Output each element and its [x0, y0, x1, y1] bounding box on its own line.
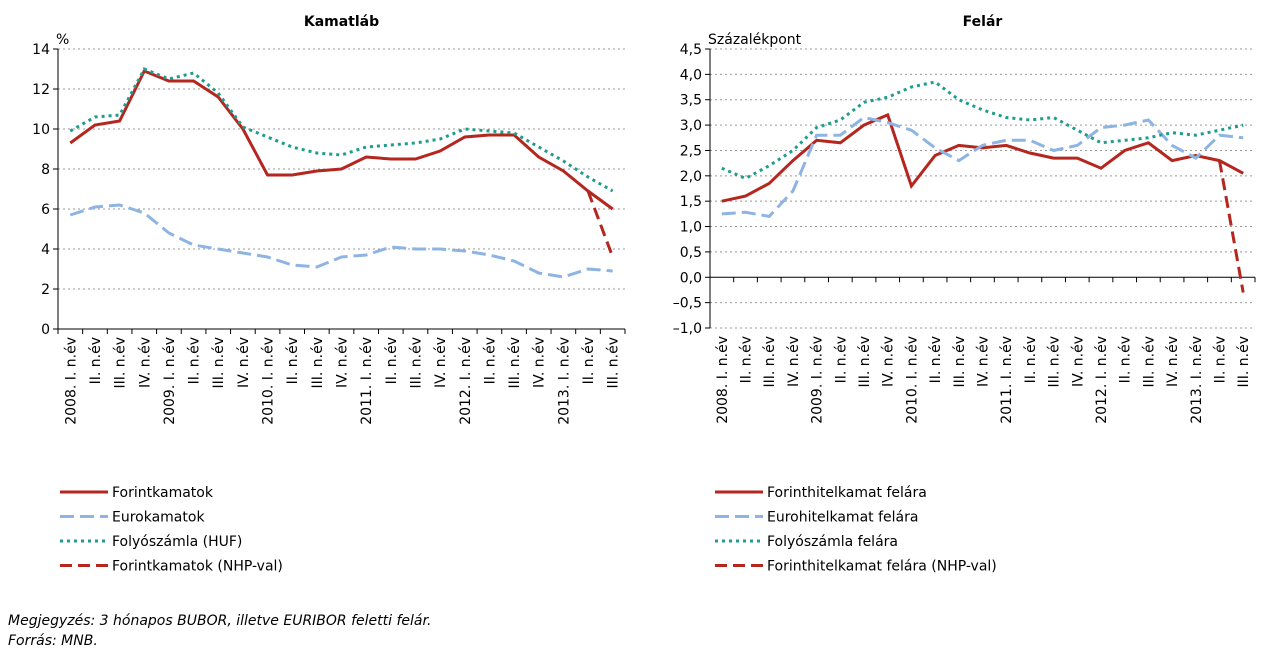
- y-tick-label: 4,5: [680, 42, 702, 58]
- x-tick-label: II. n.év: [482, 337, 498, 384]
- x-tick-label: III. n.év: [1236, 336, 1252, 388]
- x-tick-label: 2011. I. n.év: [359, 337, 375, 425]
- x-tick-label: III. n.év: [606, 337, 622, 389]
- y-tick-label: 4: [41, 242, 50, 258]
- x-tick-label: 2013. I. n.év: [1189, 336, 1205, 424]
- x-tick-label: II. n.év: [384, 337, 400, 384]
- x-tick-label: II. n.év: [1212, 336, 1228, 383]
- y-tick-label: 3,0: [680, 118, 702, 134]
- x-tick-label: III. n.év: [211, 337, 227, 389]
- y-tick-label: 12: [32, 82, 50, 98]
- legend-label: Forinthitelkamat felára (NHP-val): [767, 559, 997, 575]
- x-tick-label: IV. n.év: [881, 336, 897, 387]
- x-tick-label: 2009. I. n.év: [162, 337, 178, 425]
- y-tick-label: 14: [32, 42, 50, 58]
- x-tick-label: IV. n.év: [532, 337, 548, 388]
- x-tick-label: III. n.év: [113, 337, 129, 389]
- x-tick-label: II. n.év: [928, 336, 944, 383]
- x-tick-label: III. n.év: [408, 337, 424, 389]
- line-series: [69, 67, 614, 193]
- y-tick-label: 10: [32, 122, 50, 138]
- x-tick-label: 2008. I. n.év: [63, 337, 79, 425]
- legend-label: Eurokamatok: [112, 510, 205, 526]
- x-tick-label: III. n.év: [952, 336, 968, 388]
- y-tick-label: 1,0: [680, 220, 702, 236]
- x-tick-label: II. n.év: [581, 337, 597, 384]
- y-tick-label: 3,5: [680, 93, 702, 109]
- y-tick-label: 0,0: [680, 270, 702, 286]
- x-tick-label: 2008. I. n.év: [715, 336, 731, 424]
- legend-label: Forintkamatok: [112, 485, 214, 501]
- line-series: [586, 190, 615, 258]
- x-tick-label: 2009. I. n.év: [810, 336, 826, 424]
- x-tick-label: III. n.év: [857, 336, 873, 388]
- y-tick-label: 2,5: [680, 143, 702, 159]
- y-tick-label: 1,5: [680, 194, 702, 210]
- legend-label: Forintkamatok (NHP-val): [112, 559, 283, 575]
- x-tick-label: II. n.év: [1118, 336, 1134, 383]
- x-tick-label: 2010. I. n.év: [904, 336, 920, 424]
- x-tick-label: IV. n.év: [1165, 336, 1181, 387]
- y-tick-label: 2,0: [680, 169, 702, 185]
- line-series: [721, 115, 1244, 219]
- y-tick-label: –1,0: [673, 321, 702, 337]
- source: Forrás: MNB.: [8, 633, 98, 649]
- y-tick-label: 0: [41, 322, 50, 338]
- x-tick-label: II. n.év: [833, 336, 849, 383]
- x-tick-label: II. n.év: [1023, 336, 1039, 383]
- chart-title: Felár: [963, 14, 1003, 30]
- line-series: [721, 112, 1244, 203]
- x-tick-label: IV. n.év: [137, 337, 153, 388]
- y-tick-label: 2: [41, 282, 50, 298]
- x-tick-label: III. n.év: [1047, 336, 1063, 388]
- x-tick-label: II. n.év: [88, 337, 104, 384]
- x-tick-label: IV. n.év: [1070, 336, 1086, 387]
- x-tick-label: II. n.év: [285, 337, 301, 384]
- x-tick-label: III. n.év: [762, 336, 778, 388]
- x-tick-label: 2012. I. n.év: [458, 337, 474, 425]
- y-axis-title: Százalékpont: [708, 32, 802, 48]
- chart-title: Kamatláb: [304, 14, 379, 30]
- x-tick-label: 2012. I. n.év: [1094, 336, 1110, 424]
- x-tick-label: 2011. I. n.év: [999, 336, 1015, 424]
- line-series: [721, 80, 1244, 181]
- line-series: [1218, 160, 1245, 293]
- y-tick-label: 4,0: [680, 67, 702, 83]
- legend-label: Folyószámla felára: [767, 534, 898, 550]
- legend-label: Forinthitelkamat felára: [767, 485, 927, 501]
- line-series: [69, 69, 614, 211]
- legend-label: Folyószámla (HUF): [112, 534, 242, 550]
- x-tick-label: III. n.év: [310, 337, 326, 389]
- x-tick-label: IV. n.év: [976, 336, 992, 387]
- x-tick-label: IV. n.év: [786, 336, 802, 387]
- x-tick-label: III. n.év: [507, 337, 523, 389]
- x-tick-label: 2010. I. n.év: [261, 337, 277, 425]
- x-tick-label: IV. n.év: [236, 337, 252, 388]
- note: Megjegyzés: 3 hónapos BUBOR, illetve EUR…: [8, 613, 431, 629]
- legend-label: Eurohitelkamat felára: [767, 510, 918, 526]
- x-tick-label: III. n.év: [1141, 336, 1157, 388]
- x-tick-label: II. n.év: [739, 336, 755, 383]
- y-tick-label: 8: [41, 162, 50, 178]
- y-tick-label: 6: [41, 202, 50, 218]
- y-tick-label: –0,5: [673, 296, 702, 312]
- line-series: [69, 203, 613, 279]
- y-axis-title: %: [56, 32, 69, 48]
- x-tick-label: IV. n.év: [335, 337, 351, 388]
- x-tick-label: 2013. I. n.év: [556, 337, 572, 425]
- x-tick-label: IV. n.év: [433, 337, 449, 388]
- x-tick-label: II. n.év: [187, 337, 203, 384]
- y-tick-label: 0,5: [680, 245, 702, 261]
